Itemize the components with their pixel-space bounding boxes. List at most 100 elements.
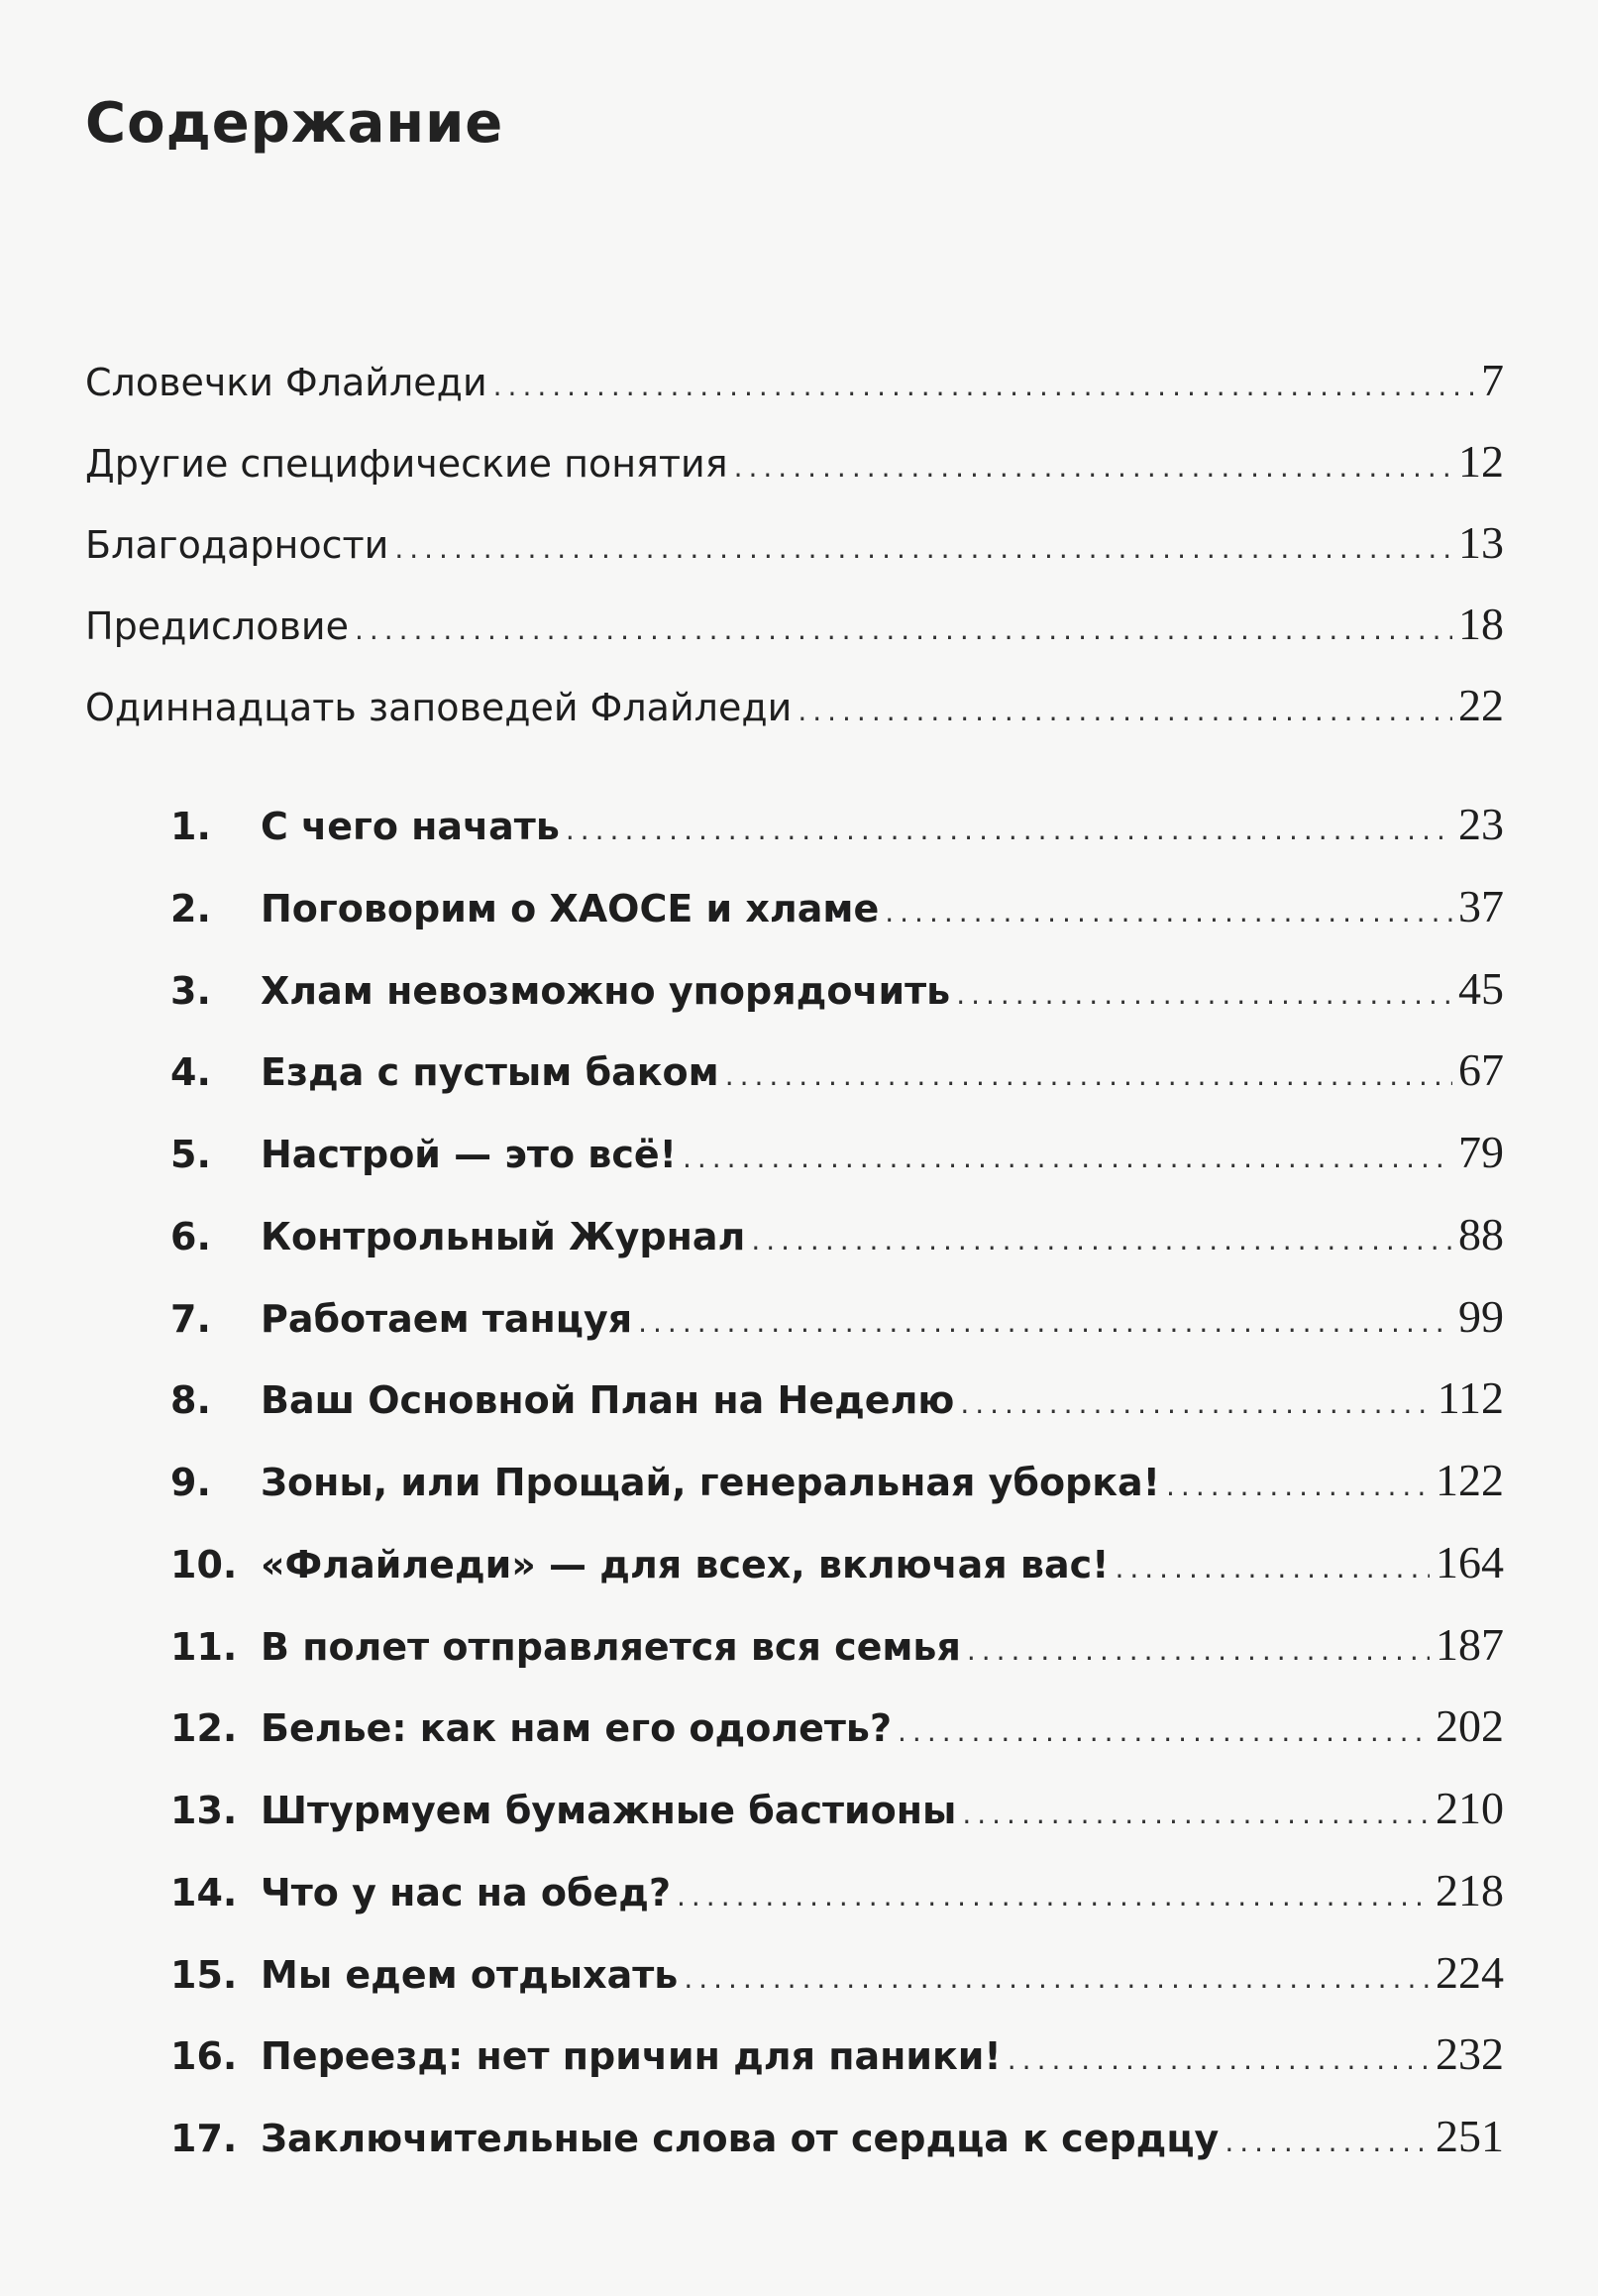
chapter-title: Работаем танцуя (261, 1296, 633, 1341)
chapter-title: Переезд: нет причин для паники! (261, 2034, 1002, 2079)
toc-chapter-entry[interactable]: 7. Работаем танцуя 99 (85, 1276, 1504, 1359)
chapter-number: 2. (170, 886, 211, 930)
toc-entry[interactable]: Благодарности 13 (85, 502, 1504, 584)
leader-dots (967, 1610, 1430, 1693)
chapter-number: 5. (170, 1133, 211, 1176)
chapter-title: Езда с пустым баком (261, 1050, 719, 1095)
toc-entry[interactable]: Предисловие 18 (85, 584, 1504, 665)
toc-chapter-entry[interactable]: 10. «Флайледи» — для всех, включая вас! 16… (85, 1522, 1504, 1604)
leader-dots (885, 872, 1452, 954)
chapter-number: 10. (170, 1542, 238, 1586)
toc-chapter-entry[interactable]: 9. Зоны, или Прощай, генеральная уборка! 1… (85, 1440, 1504, 1522)
toc-chapter-entry[interactable]: 1. С чего начать 23 (85, 784, 1504, 866)
chapter-title: Белье: как нам его одолеть? (261, 1706, 893, 1751)
page-number: 18 (1458, 599, 1504, 649)
front-matter-list: Словечки Флайледи 7 Другие специфические п… (85, 340, 1504, 746)
chapter-number: 15. (170, 1952, 238, 1997)
chapter-title: Ваш Основной План на Неделю (261, 1378, 955, 1423)
toc-chapter-entry[interactable]: 11. В полет отправляется вся семья 187 (85, 1604, 1504, 1687)
toc-chapter-entry[interactable]: 8. Ваш Основной План на Неделю 112 (85, 1358, 1504, 1440)
page-number: 232 (1436, 2028, 1504, 2080)
leader-dots (394, 508, 1452, 590)
toc-chapter-entry[interactable]: 17. Заключительные слова от сердца к серд… (85, 2096, 1504, 2178)
toc-entry[interactable]: Одиннадцать заповедей Флайледи 22 (85, 665, 1504, 746)
leader-dots (1225, 2102, 1430, 2184)
leader-dots (898, 1692, 1430, 1774)
page-number: 79 (1458, 1127, 1504, 1177)
chapter-number: 3. (170, 968, 211, 1013)
page-number: 45 (1458, 962, 1504, 1014)
toc-chapter-entry[interactable]: 14. Что у нас на обед? 218 (85, 1850, 1504, 1932)
entry-title: Предисловие (85, 604, 349, 648)
page-number: 224 (1436, 1946, 1504, 1998)
leader-dots (355, 590, 1452, 671)
leader-dots (1008, 2020, 1430, 2102)
page-number: 67 (1458, 1044, 1504, 1096)
toc-chapter-entry[interactable]: 15. Мы едем отдыхать 224 (85, 1932, 1504, 2015)
toc-chapter-entry[interactable]: 12. Белье: как нам его одолеть? 202 (85, 1686, 1504, 1768)
toc-chapter-entry[interactable]: 3. Хлам невозможно упорядочить 45 (85, 948, 1504, 1031)
page-number: 187 (1436, 1618, 1504, 1670)
page-number: 22 (1458, 680, 1504, 730)
chapter-number: 14. (170, 1870, 238, 1914)
page-number: 23 (1458, 799, 1504, 849)
entry-title: Одиннадцать заповедей Флайледи (85, 686, 793, 729)
chapter-title: Контрольный Журнал (261, 1214, 746, 1258)
toc-chapter-entry[interactable]: 16. Переезд: нет причин для паники! 232 (85, 2014, 1504, 2096)
leader-dots (677, 1856, 1430, 1938)
leader-dots (751, 1200, 1452, 1282)
page-number: 37 (1458, 880, 1504, 931)
chapter-number: 4. (170, 1050, 211, 1095)
page-number: 202 (1436, 1700, 1504, 1752)
chapter-number: 7. (170, 1296, 211, 1341)
leader-dots (962, 1774, 1430, 1856)
chapter-title: Что у нас на обед? (261, 1870, 671, 1914)
toc-chapter-entry[interactable]: 6. Контрольный Журнал 88 (85, 1194, 1504, 1276)
page-number: 218 (1436, 1864, 1504, 1915)
chapter-number: 12. (170, 1706, 238, 1751)
chapter-number: 9. (170, 1461, 211, 1504)
page-number: 210 (1436, 1783, 1504, 1833)
entry-title: Благодарности (85, 523, 389, 567)
toc-chapter-entry[interactable]: 5. Настрой — это всё! 79 (85, 1112, 1504, 1194)
leader-dots (684, 1938, 1430, 2021)
chapter-number: 13. (170, 1789, 238, 1832)
leader-dots (956, 954, 1452, 1037)
page-number: 12 (1458, 436, 1504, 487)
page-number: 164 (1436, 1536, 1504, 1587)
chapter-title: Поговорим о ХАОСЕ и хламе (261, 886, 880, 930)
chapter-title: Настрой — это всё! (261, 1133, 677, 1176)
entry-title: Другие специфические понятия (85, 442, 728, 486)
page-number: 251 (1436, 2111, 1504, 2161)
page-title: Содержание (85, 91, 504, 156)
toc-entry[interactable]: Словечки Флайледи 7 (85, 340, 1504, 421)
leader-dots (493, 346, 1475, 427)
chapter-number: 6. (170, 1214, 211, 1258)
page-number: 7 (1481, 355, 1504, 405)
page-number: 13 (1458, 517, 1504, 568)
leader-dots (566, 790, 1452, 872)
chapter-title: В полет отправляется вся семья (261, 1624, 961, 1669)
chapter-title: «Флайледи» — для всех, включая вас! (261, 1542, 1110, 1586)
entry-title: Словечки Флайледи (85, 361, 487, 404)
toc-chapter-entry[interactable]: 13. Штурмуем бумажные бастионы 210 (85, 1768, 1504, 1850)
chapter-title: Штурмуем бумажные бастионы (261, 1789, 957, 1832)
leader-dots (725, 1036, 1452, 1118)
leader-dots (798, 671, 1452, 752)
page-number: 112 (1437, 1372, 1504, 1424)
page-number: 99 (1458, 1290, 1504, 1342)
page-number: 88 (1458, 1208, 1504, 1259)
chapter-number: 16. (170, 2034, 238, 2079)
leader-dots (683, 1118, 1452, 1200)
toc-entry[interactable]: Другие специфические понятия 12 (85, 421, 1504, 502)
chapter-title: Мы едем отдыхать (261, 1952, 679, 1997)
leader-dots (638, 1282, 1452, 1365)
leader-dots (1166, 1446, 1430, 1528)
chapter-title: Зоны, или Прощай, генеральная уборка! (261, 1461, 1161, 1504)
chapter-title: Заключительные слова от сердца к сердцу (261, 2117, 1220, 2160)
chapter-title: С чего начать (261, 805, 560, 848)
chapter-number: 17. (170, 2117, 238, 2160)
toc-chapter-entry[interactable]: 2. Поговорим о ХАОСЕ и хламе 37 (85, 866, 1504, 948)
chapter-title: Хлам невозможно упорядочить (261, 968, 951, 1013)
toc-chapter-entry[interactable]: 4. Езда с пустым баком 67 (85, 1030, 1504, 1112)
